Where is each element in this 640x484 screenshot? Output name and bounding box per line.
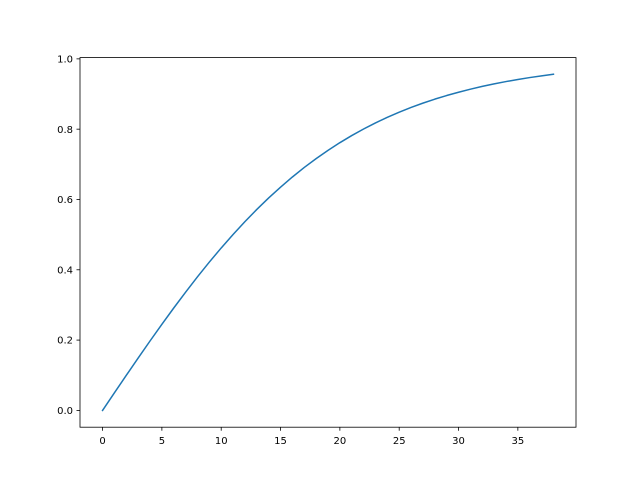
y-tick-label: 0.4 xyxy=(57,265,73,276)
series-line xyxy=(101,73,555,412)
x-tick-label: 25 xyxy=(393,436,406,447)
axes-frame xyxy=(79,57,577,428)
x-tick-label: 20 xyxy=(333,436,346,447)
x-tick-label: 35 xyxy=(511,436,524,447)
y-tick-label: 0.8 xyxy=(57,125,73,136)
x-tick-label: 10 xyxy=(215,436,228,447)
x-tick-label: 0 xyxy=(99,436,105,447)
x-tick-label: 15 xyxy=(274,436,287,447)
y-tick-label: 0.0 xyxy=(57,406,73,417)
x-tick-label: 30 xyxy=(452,436,465,447)
axis-ticks: 0 5 10 15 20 25 30 35 0.0 0.2 0.4 0.6 0.8 1.0 xyxy=(57,54,524,447)
x-tick-label: 5 xyxy=(159,436,165,447)
y-tick-label: 1.0 xyxy=(57,54,73,65)
y-tick-label: 0.6 xyxy=(57,195,73,206)
y-tick-label: 0.2 xyxy=(57,336,73,347)
